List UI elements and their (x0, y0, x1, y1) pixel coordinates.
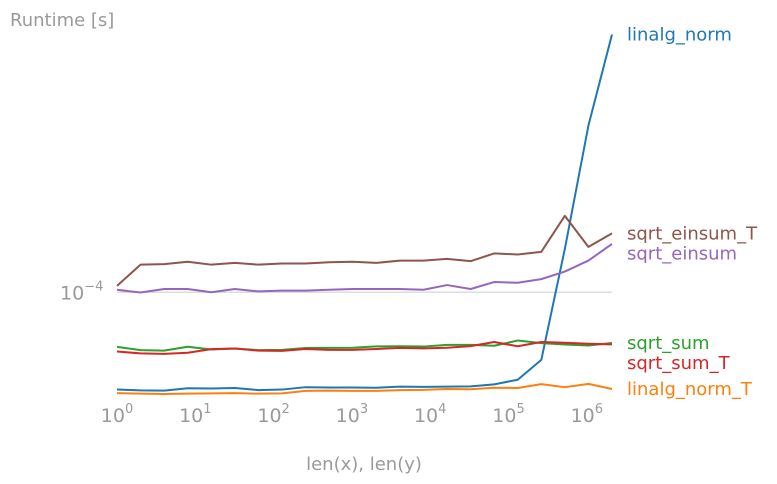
y-tick-labels: 10−4 (60, 279, 103, 304)
x-tick-labels: 100 101 102 103 104 105 106 (101, 402, 603, 427)
x-tick-label: 102 (257, 402, 289, 427)
x-tick-label: 101 (179, 402, 211, 427)
series-line-linalg-norm (116, 34, 613, 392)
series-layer (116, 34, 613, 395)
y-tick-label: 10−4 (60, 279, 103, 304)
x-tick-label: 106 (571, 402, 603, 427)
series-label-sqrt-einsum: sqrt_einsum (627, 243, 737, 264)
series-label-linalg-norm-T: linalg_norm_T (627, 379, 753, 400)
y-axis-label: Runtime [s] (10, 10, 114, 31)
series-line-sqrt-sum-T (116, 341, 613, 355)
series-label-linalg-norm: linalg_norm (627, 25, 732, 46)
series-line-sqrt-sum (116, 339, 613, 352)
series-line-sqrt-einsum (116, 243, 613, 294)
x-tick-label: 100 (101, 402, 133, 427)
x-tick-label: 105 (492, 402, 524, 427)
series-label-sqrt-einsum-T: sqrt_einsum_T (627, 223, 758, 244)
series-label-sqrt-sum: sqrt_sum (627, 333, 710, 354)
series-line-linalg-norm-T (116, 382, 613, 395)
x-tick-label: 103 (336, 402, 368, 427)
series-line-sqrt-einsum-T (116, 214, 613, 287)
series-label-sqrt-sum-T: sqrt_sum_T (627, 353, 731, 374)
x-axis-label: len(x), len(y) (306, 454, 422, 475)
x-tick-label: 104 (414, 402, 446, 427)
